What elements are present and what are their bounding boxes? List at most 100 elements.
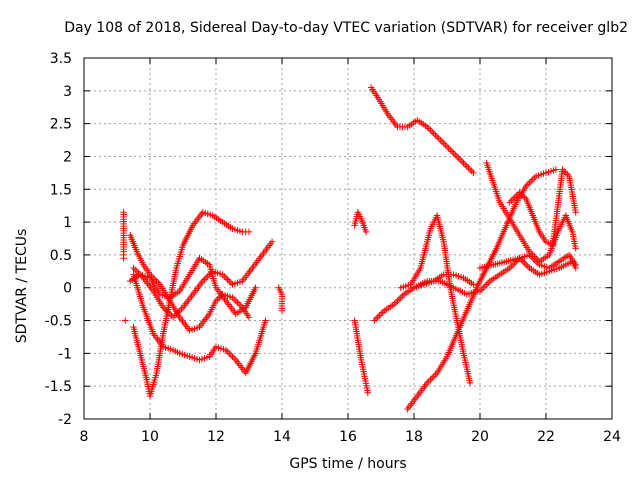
data-point xyxy=(442,141,449,149)
data-point xyxy=(524,181,532,188)
data-point xyxy=(374,314,381,321)
data-point xyxy=(524,263,532,270)
data-point xyxy=(395,296,403,303)
x-tick-label: 14 xyxy=(273,429,291,445)
data-point xyxy=(470,281,477,288)
data-point xyxy=(508,263,515,270)
data-point xyxy=(427,376,434,383)
data-point xyxy=(427,127,434,134)
data-point xyxy=(430,130,437,137)
data-point xyxy=(463,163,470,170)
data-point xyxy=(371,317,378,324)
data-point xyxy=(237,302,244,309)
data-point xyxy=(432,371,439,378)
data-point xyxy=(529,251,536,259)
data-point xyxy=(448,148,456,155)
x-tick-label: 24 xyxy=(603,429,621,445)
data-point xyxy=(364,389,371,396)
data-point xyxy=(438,138,446,145)
series-track-i xyxy=(351,209,370,236)
data-point xyxy=(397,294,404,301)
data-point xyxy=(440,140,447,147)
data-point xyxy=(523,261,530,268)
data-point xyxy=(461,161,469,168)
data-point xyxy=(511,194,518,201)
data-point xyxy=(428,128,436,136)
x-tick-label: 20 xyxy=(471,429,489,445)
data-point xyxy=(452,151,459,159)
data-point xyxy=(230,355,238,362)
series-track-o xyxy=(506,166,579,249)
data-point xyxy=(437,136,444,144)
data-point xyxy=(450,149,457,157)
data-point xyxy=(433,133,441,140)
data-point xyxy=(425,125,433,132)
series-track-n xyxy=(476,254,579,278)
y-tick-label: -2 xyxy=(58,412,72,428)
data-point xyxy=(457,156,464,163)
data-point xyxy=(226,277,233,285)
data-point xyxy=(245,314,253,321)
data-point xyxy=(133,268,140,275)
data-point xyxy=(485,279,492,287)
y-tick-label: 1 xyxy=(63,215,72,231)
series-track-d xyxy=(127,254,259,318)
data-point xyxy=(508,197,515,204)
y-tick-label: 2.5 xyxy=(50,117,72,133)
series-track-a xyxy=(130,209,253,400)
x-tick-label: 16 xyxy=(339,429,357,445)
data-point xyxy=(130,264,137,272)
data-point xyxy=(232,297,239,305)
data-point xyxy=(262,317,269,324)
data-point xyxy=(278,307,286,314)
data-point xyxy=(372,315,380,323)
data-point xyxy=(428,374,436,382)
x-tick-label: 22 xyxy=(537,429,555,445)
data-point xyxy=(506,199,513,206)
data-point xyxy=(447,146,454,154)
data-point xyxy=(362,228,370,236)
y-tick-label: 3 xyxy=(63,84,72,100)
data-point xyxy=(483,281,490,288)
data-point xyxy=(460,159,467,167)
y-tick-label: -1 xyxy=(58,346,72,362)
data-point xyxy=(455,154,462,162)
data-point xyxy=(234,299,241,306)
data-point xyxy=(245,228,253,236)
data-point xyxy=(229,353,236,360)
y-tick-label: 2 xyxy=(63,149,72,165)
data-point xyxy=(227,279,235,287)
data-point xyxy=(572,264,579,272)
data-point xyxy=(252,284,259,291)
data-point xyxy=(235,300,243,308)
data-point xyxy=(377,310,385,318)
series-track-f xyxy=(120,209,286,324)
series-track-h xyxy=(351,271,477,396)
data-point xyxy=(399,292,406,300)
y-tick-label: -1.5 xyxy=(45,379,72,395)
data-point xyxy=(432,131,439,139)
x-tick-label: 8 xyxy=(80,429,89,445)
series-track-k xyxy=(397,212,474,387)
data-point xyxy=(443,143,451,150)
data-point xyxy=(453,153,461,160)
data-point xyxy=(379,309,386,316)
data-point xyxy=(526,179,533,186)
data-point xyxy=(445,145,452,152)
y-tick-label: 1.5 xyxy=(50,182,72,198)
data-point xyxy=(572,245,579,252)
data-point xyxy=(268,238,276,245)
series-track-c xyxy=(130,271,269,377)
data-point xyxy=(224,276,231,283)
x-tick-label: 10 xyxy=(141,429,159,445)
data-point xyxy=(465,164,472,172)
x-tick-label: 18 xyxy=(405,429,423,445)
data-point xyxy=(468,168,475,175)
x-tick-label: 12 xyxy=(207,429,225,445)
data-point xyxy=(527,177,535,185)
data-point xyxy=(466,166,474,173)
data-point xyxy=(435,135,442,142)
data-point xyxy=(572,209,579,216)
data-point xyxy=(470,169,477,177)
